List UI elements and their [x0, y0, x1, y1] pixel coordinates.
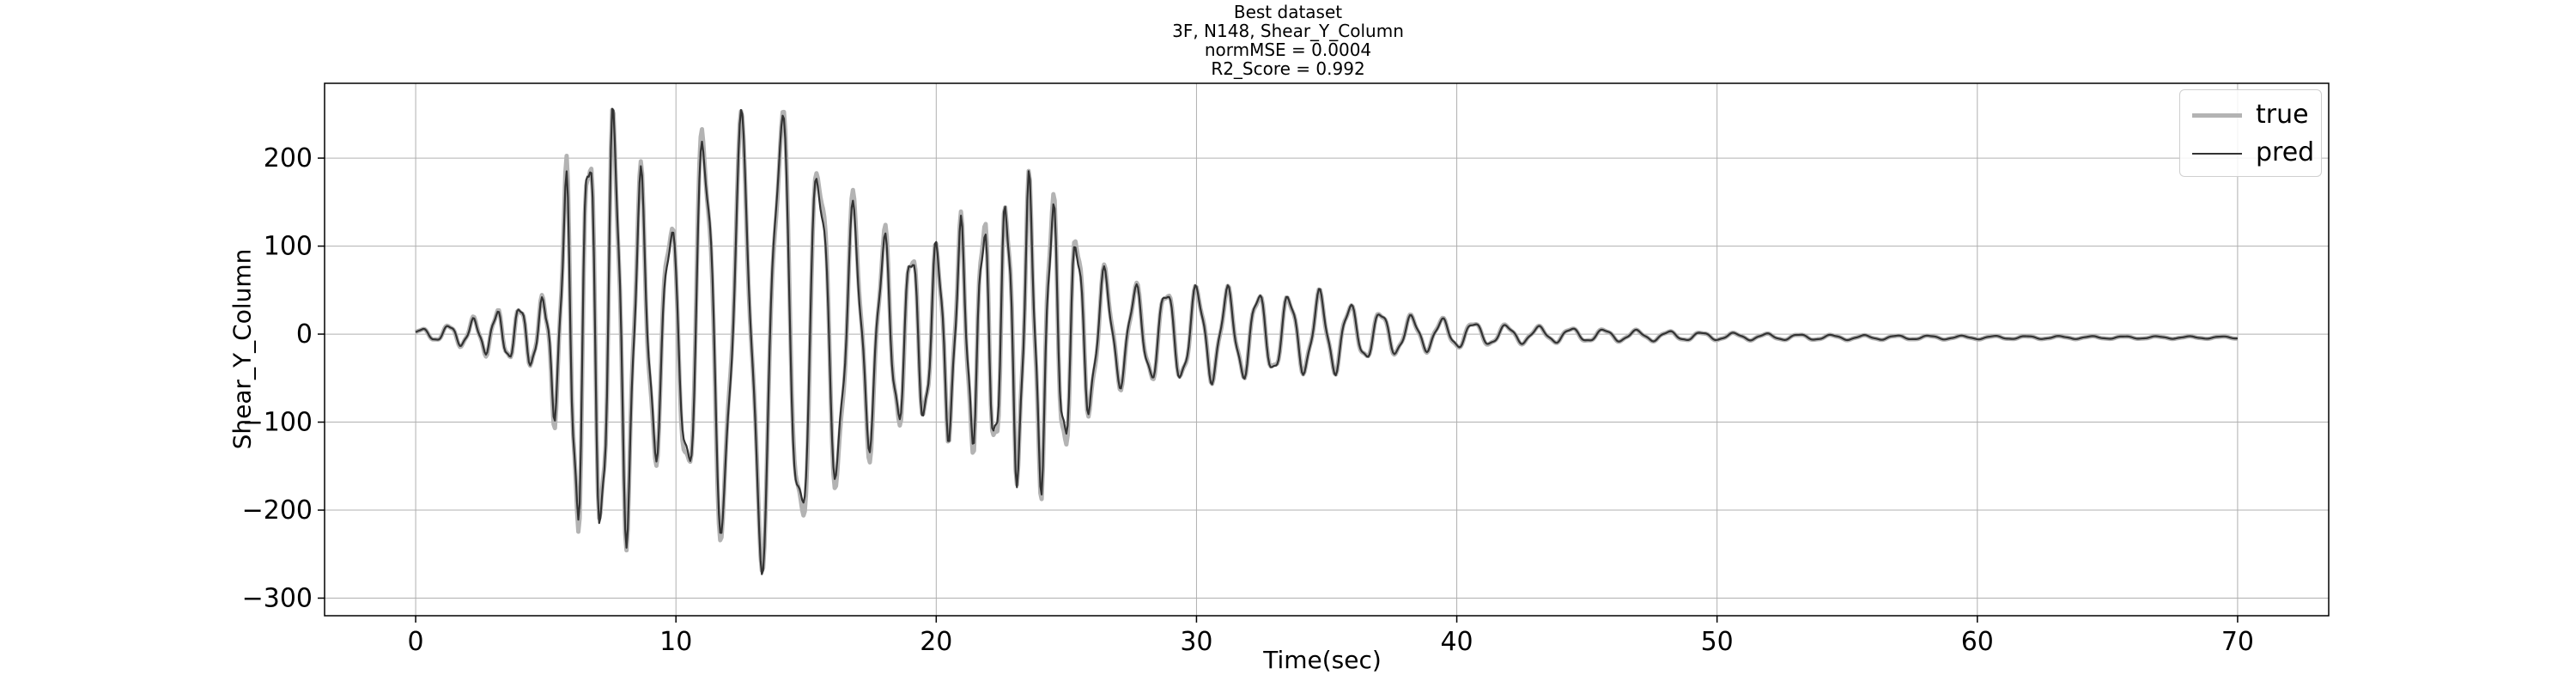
series-line-pred — [415, 107, 2238, 575]
y-tick-label: 100 — [264, 232, 313, 262]
legend-label-pred: pred — [2256, 137, 2315, 167]
x-tick-label: 60 — [1961, 627, 1994, 657]
chart-title-line-4: R2_Score = 0.992 — [1211, 58, 1365, 79]
legend: true pred — [2179, 89, 2322, 177]
x-tick-label: 70 — [2221, 627, 2254, 657]
chart-title-line-1: Best dataset — [1233, 2, 1343, 22]
y-tick-label: −100 — [242, 408, 313, 438]
chart-title-line-3: normMSE = 0.0004 — [1204, 40, 1372, 60]
tick-layer: 0 10 20 30 40 50 60 70 −300 −200 −100 0 100 200 — [242, 143, 2254, 657]
series-line-true — [414, 107, 2239, 574]
x-tick-label: 10 — [659, 627, 692, 657]
y-tick-label: 0 — [296, 319, 313, 350]
legend-swatch-pred — [2192, 153, 2242, 155]
legend-item-pred: pred — [2180, 137, 2321, 171]
legend-swatch-true — [2192, 113, 2242, 118]
chart-title-line-2: 3F, N148, Shear_Y_Column — [1172, 21, 1404, 41]
x-axis-label: Time(sec) — [1263, 646, 1382, 674]
x-tick-label: 50 — [1701, 627, 1734, 657]
x-tick-label: 0 — [408, 627, 424, 657]
legend-label-true: true — [2256, 100, 2309, 130]
x-tick-label: 40 — [1440, 627, 1473, 657]
y-tick-label: −300 — [242, 584, 313, 614]
x-tick-label: 20 — [920, 627, 952, 657]
y-axis-label: Shear_Y_Column — [228, 248, 257, 450]
x-tick-label: 30 — [1180, 627, 1212, 657]
series-layer — [414, 107, 2239, 575]
plot-frame — [324, 82, 2330, 617]
y-tick-label: 200 — [264, 143, 313, 173]
legend-item-true: true — [2180, 99, 2321, 133]
y-tick-label: −200 — [242, 495, 313, 526]
